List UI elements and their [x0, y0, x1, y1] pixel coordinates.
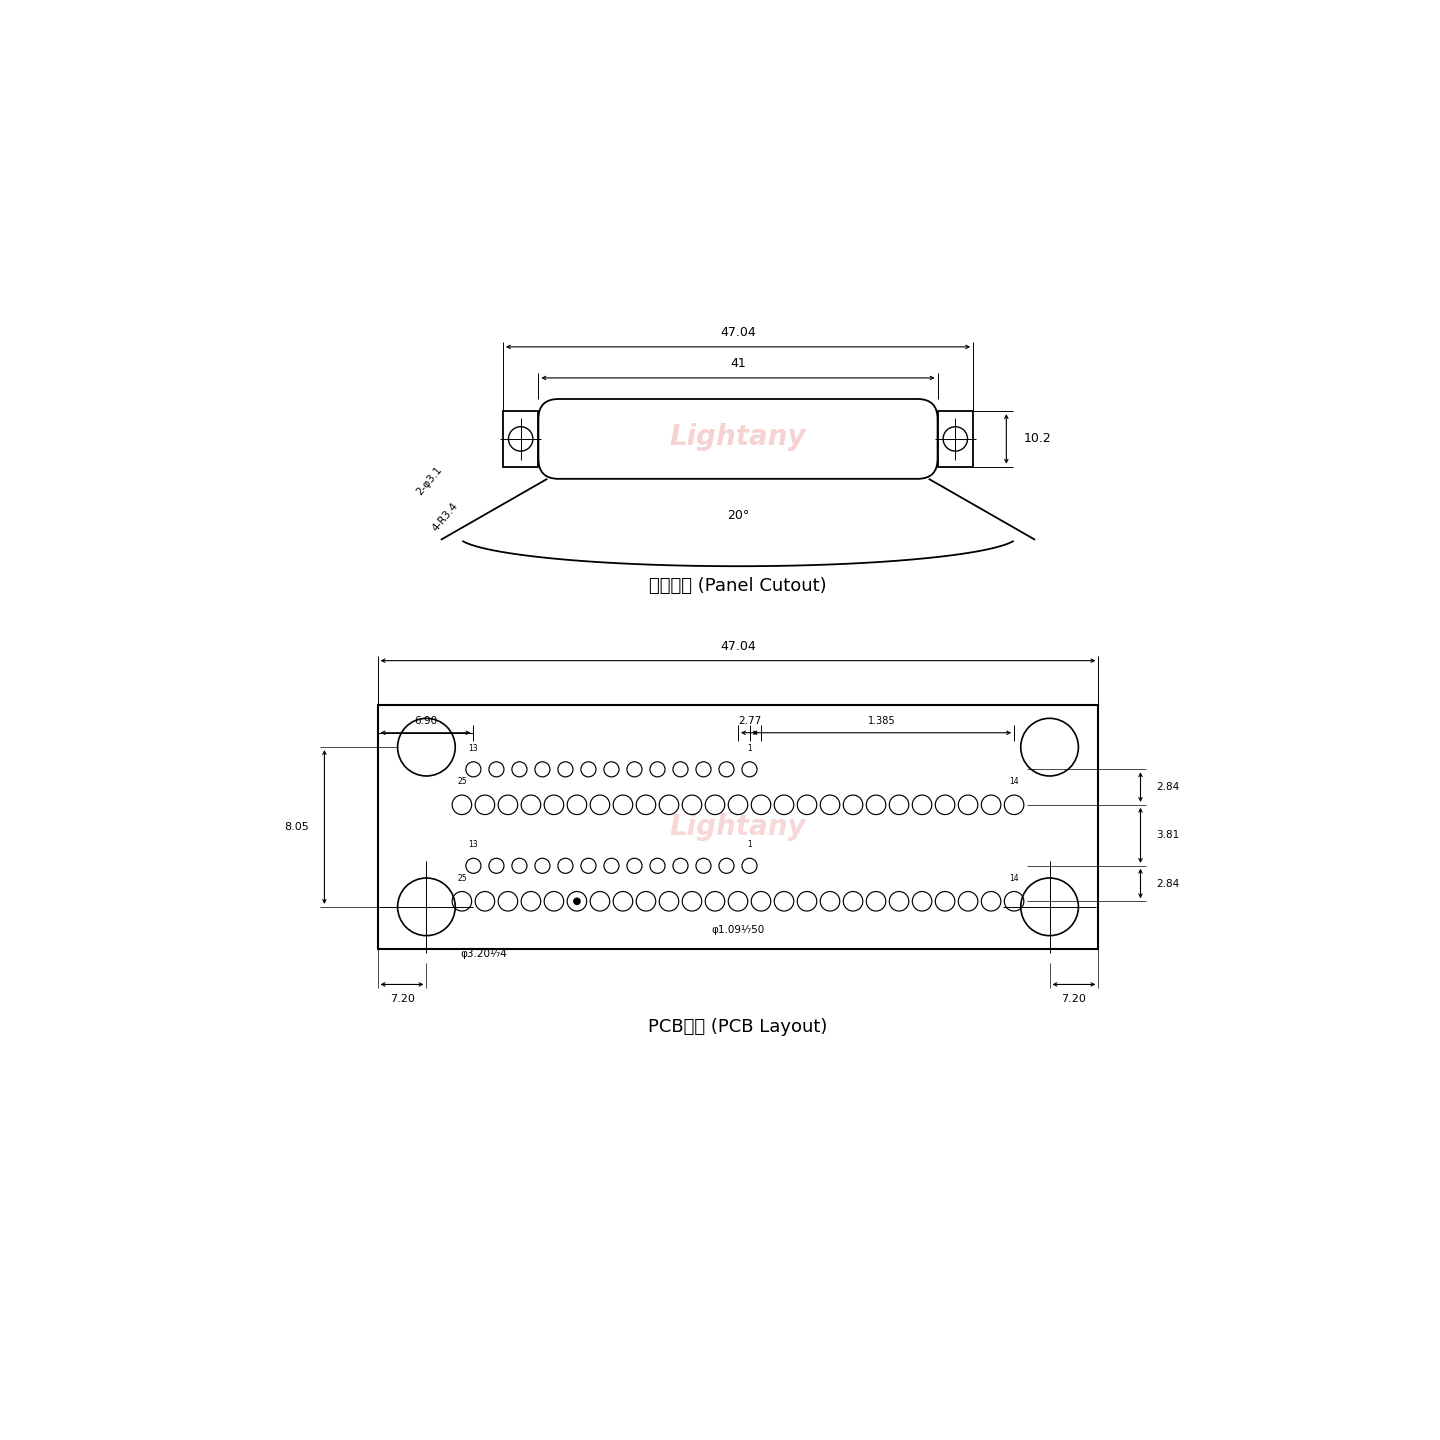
Text: 13: 13 — [468, 744, 478, 753]
Text: 3.81: 3.81 — [1156, 831, 1179, 841]
Text: 2.84: 2.84 — [1156, 782, 1179, 792]
Bar — [377, 706, 1099, 949]
Text: φ1.09⅐50: φ1.09⅐50 — [711, 924, 765, 935]
Text: 7.20: 7.20 — [390, 994, 415, 1004]
Text: 1.385: 1.385 — [868, 716, 896, 726]
Text: 25: 25 — [456, 778, 467, 786]
Text: 14: 14 — [1009, 874, 1020, 883]
Text: 4-R3.4: 4-R3.4 — [431, 500, 459, 533]
Text: 20°: 20° — [727, 508, 749, 521]
Text: 10.2: 10.2 — [1024, 432, 1051, 445]
Text: PCB布局 (PCB Layout): PCB布局 (PCB Layout) — [648, 1018, 828, 1035]
Text: 8.05: 8.05 — [284, 822, 310, 832]
Text: 面板开孔 (Panel Cutout): 面板开孔 (Panel Cutout) — [649, 577, 827, 595]
Bar — [937, 412, 973, 467]
Text: 47.04: 47.04 — [720, 639, 756, 652]
Text: 13: 13 — [468, 841, 478, 850]
Text: 14: 14 — [1009, 778, 1020, 786]
Text: 2.77: 2.77 — [737, 716, 762, 726]
Bar — [503, 412, 539, 467]
Text: φ3.20⅐4: φ3.20⅐4 — [461, 949, 507, 959]
Text: 6.90: 6.90 — [413, 716, 438, 726]
Text: 7.20: 7.20 — [1061, 994, 1086, 1004]
Text: Lightany: Lightany — [670, 423, 806, 451]
Text: Lightany: Lightany — [670, 814, 806, 841]
Text: 2.84: 2.84 — [1156, 878, 1179, 888]
Circle shape — [573, 899, 580, 904]
Text: 1: 1 — [747, 841, 752, 850]
Text: 47.04: 47.04 — [720, 325, 756, 338]
Text: 41: 41 — [730, 357, 746, 370]
Text: 25: 25 — [456, 874, 467, 883]
Text: 2-φ3.1: 2-φ3.1 — [415, 465, 445, 497]
Text: 1: 1 — [747, 744, 752, 753]
